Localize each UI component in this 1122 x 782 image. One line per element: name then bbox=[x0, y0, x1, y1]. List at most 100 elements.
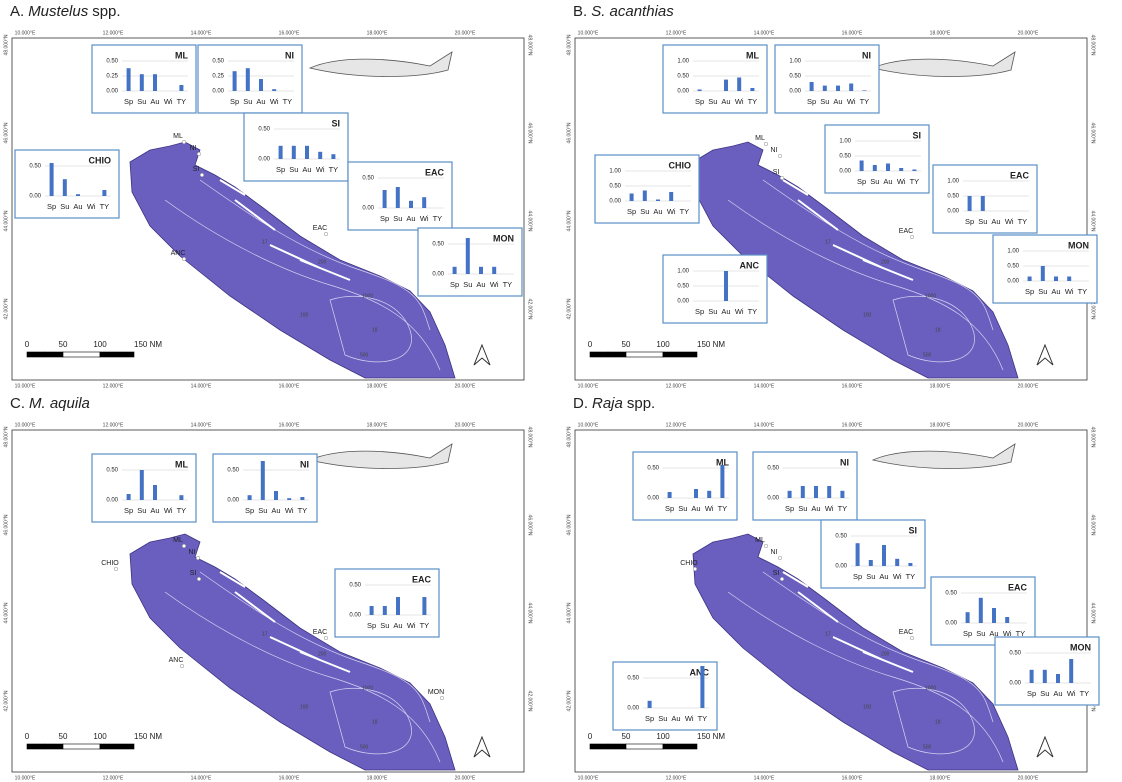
inset-title: ANC bbox=[740, 260, 760, 270]
inset-title: EAC bbox=[412, 574, 432, 584]
scale-segment bbox=[625, 743, 664, 750]
panel-suffix: spp. bbox=[627, 395, 655, 412]
sea bbox=[129, 141, 456, 379]
bar bbox=[395, 187, 400, 208]
longitude-label: 16.000°E bbox=[279, 383, 300, 389]
longitude-label: 18.000°E bbox=[930, 30, 951, 36]
x-tick-label: TY bbox=[718, 504, 728, 513]
inset-frame bbox=[212, 453, 318, 523]
inset-chart: EAC 0.00 0.50 Sp Su Au Wi TY bbox=[334, 568, 440, 638]
longitude-label: 12.000°E bbox=[666, 383, 687, 389]
x-tick-label: Au bbox=[653, 207, 662, 216]
inset-title: MON bbox=[1070, 642, 1091, 652]
longitude-label: 14.000°E bbox=[754, 383, 775, 389]
x-tick-label: Sp bbox=[963, 629, 972, 638]
inset-chart: EAC 0.00 0.50 1.00 Sp Su Au Wi TY bbox=[932, 164, 1038, 234]
x-tick-label: Wi bbox=[705, 504, 714, 513]
panel: A. Mustelus spp. 10.000°E 10.000°E 12.000°E 12… bbox=[3, 3, 532, 389]
bar bbox=[369, 606, 374, 615]
y-tick-label: 0.00 bbox=[647, 496, 659, 502]
port-marker bbox=[196, 151, 202, 157]
longitude-label: 16.000°E bbox=[279, 30, 300, 36]
depth-label: 18 bbox=[372, 719, 378, 725]
longitude-label: 20.000°E bbox=[1018, 30, 1039, 36]
port-label: NI bbox=[771, 147, 778, 154]
latitude-label: 48.000°N bbox=[1090, 427, 1096, 448]
port-marker bbox=[779, 175, 785, 181]
longitude-label: 16.000°E bbox=[842, 422, 863, 428]
bar bbox=[139, 74, 144, 91]
x-tick-label: Su bbox=[1038, 287, 1047, 296]
longitude-label: 14.000°E bbox=[191, 383, 212, 389]
bar bbox=[1005, 617, 1010, 623]
x-tick-label: TY bbox=[177, 97, 187, 106]
y-tick-label: 0.00 bbox=[677, 89, 689, 95]
x-tick-label: Wi bbox=[164, 97, 173, 106]
scale-label: 50 bbox=[622, 340, 631, 349]
scale-label: 150 NM bbox=[134, 732, 162, 741]
inset-frame bbox=[347, 161, 453, 231]
x-tick-label: Su bbox=[708, 97, 717, 106]
bar bbox=[102, 190, 107, 196]
y-tick-label: 0.00 bbox=[212, 89, 224, 95]
north-arrow bbox=[1036, 343, 1054, 366]
port-marker bbox=[323, 231, 329, 237]
x-tick-label: Su bbox=[820, 97, 829, 106]
port-marker bbox=[763, 141, 769, 147]
inset-frame bbox=[752, 451, 858, 521]
longitude-label: 10.000°E bbox=[15, 775, 36, 781]
depth-label: 200 bbox=[318, 651, 327, 657]
bar bbox=[872, 165, 877, 171]
y-tick-label: 1.00 bbox=[1007, 249, 1019, 255]
panel-taxon: Raja bbox=[592, 395, 623, 412]
depth-label: 18 bbox=[935, 327, 941, 333]
bar bbox=[707, 490, 712, 498]
y-tick-label: 0.00 bbox=[609, 199, 621, 205]
scale-segment bbox=[26, 743, 46, 750]
bar bbox=[814, 486, 818, 498]
inset-frame bbox=[992, 234, 1098, 304]
scale-label: 100 bbox=[656, 340, 670, 349]
x-tick-label: Su bbox=[393, 214, 402, 223]
port-label: SI bbox=[190, 570, 197, 577]
longitude-label: 18.000°E bbox=[367, 383, 388, 389]
scale-label: 50 bbox=[622, 732, 631, 741]
x-tick-label: Sp bbox=[857, 177, 866, 186]
x-tick-label: Su bbox=[137, 506, 146, 515]
y-tick-label: 0.50 bbox=[258, 127, 270, 133]
longitude-label: 14.000°E bbox=[754, 422, 775, 428]
bar bbox=[76, 194, 80, 196]
x-tick-label: Au bbox=[883, 177, 892, 186]
x-tick-label: TY bbox=[283, 97, 293, 106]
bar bbox=[318, 151, 323, 159]
bar bbox=[62, 179, 67, 196]
x-tick-label: Su bbox=[380, 621, 389, 630]
inset-chart: MON 0.00 0.50 Sp Su Au Wi TY bbox=[417, 227, 523, 297]
x-tick-label: TY bbox=[100, 202, 110, 211]
x-tick-label: TY bbox=[177, 506, 187, 515]
longitude-label: 10.000°E bbox=[578, 383, 599, 389]
x-tick-label: Su bbox=[978, 217, 987, 226]
inset-title: NI bbox=[862, 50, 871, 60]
depth-label: 500 bbox=[360, 744, 369, 750]
isobath bbox=[164, 199, 441, 371]
x-tick-label: TY bbox=[298, 506, 308, 515]
x-tick-label: Sp bbox=[627, 207, 636, 216]
port-label: EAC bbox=[313, 225, 327, 232]
x-tick-label: Sp bbox=[124, 97, 133, 106]
latitude-label: 42.000°N bbox=[527, 691, 533, 712]
bar bbox=[912, 169, 917, 171]
latitude-label: 46.000°N bbox=[566, 514, 572, 535]
port-label: ML bbox=[173, 133, 183, 140]
bar bbox=[697, 89, 702, 91]
x-tick-label: Sp bbox=[665, 504, 674, 513]
y-tick-label: 0.00 bbox=[947, 209, 959, 215]
scale-label: 50 bbox=[59, 340, 68, 349]
port-label: NI bbox=[771, 549, 778, 556]
bar bbox=[647, 700, 652, 708]
bar bbox=[886, 163, 890, 171]
x-tick-label: Su bbox=[1040, 689, 1049, 698]
port-label: CHIO bbox=[101, 560, 119, 567]
inset-frame bbox=[632, 451, 738, 521]
x-tick-label: Au bbox=[691, 504, 700, 513]
